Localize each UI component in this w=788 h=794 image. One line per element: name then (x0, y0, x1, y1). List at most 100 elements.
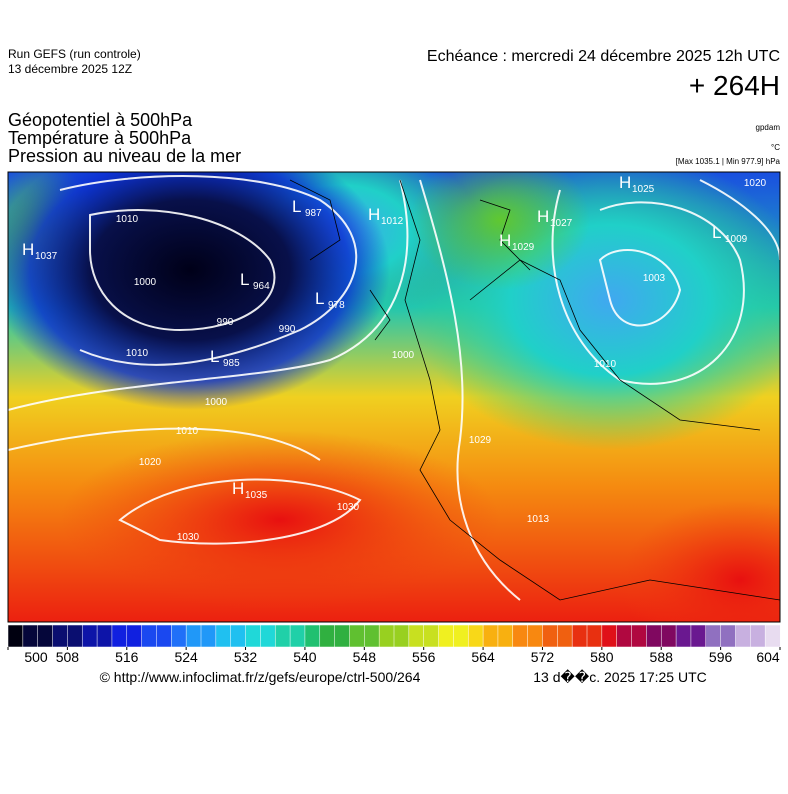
colorbar-swatch (571, 624, 588, 648)
colorbar-swatch (453, 624, 469, 648)
system-kind: L (712, 223, 721, 242)
system-pressure: 1035 (245, 490, 268, 501)
colorbar-swatch (467, 624, 484, 648)
colorbar-swatch (438, 624, 454, 648)
colorbar-swatch (764, 624, 781, 648)
colorbar-swatch (512, 624, 529, 648)
colorbar-swatch (349, 624, 365, 648)
isobar-label: 1010 (126, 348, 149, 359)
isobar-label: 1000 (392, 350, 415, 361)
system-pressure: 1027 (550, 218, 573, 229)
system-kind: L (210, 347, 219, 366)
colorbar-label: 564 (471, 649, 495, 665)
colorbar-label: 532 (234, 649, 258, 665)
system-pressure: 964 (253, 281, 270, 292)
unit-label: gpdam (756, 123, 781, 132)
system-pressure: 1012 (381, 216, 404, 227)
colorbar-swatch (141, 624, 158, 648)
colorbar-swatch (156, 624, 172, 648)
system-pressure: 987 (305, 208, 322, 219)
colorbar-label: 516 (115, 649, 139, 665)
isobar-label: 1013 (527, 514, 550, 525)
colorbar-swatch (705, 624, 722, 648)
colorbar-swatch (720, 624, 737, 648)
colorbar-label: 596 (709, 649, 733, 665)
colorbar-swatch (750, 624, 766, 648)
colorbar-swatch (423, 624, 440, 648)
colorbar-swatch (497, 624, 514, 648)
map-title: Pression au niveau de la mer (8, 146, 241, 166)
isobar-label: 1030 (177, 532, 200, 543)
colorbar-swatch (260, 624, 276, 648)
system-kind: H (232, 479, 244, 498)
colorbar-label: 540 (293, 649, 317, 665)
isobar-label: 1029 (469, 435, 492, 446)
map-frame (7, 171, 781, 623)
map-title: Géopotentiel à 500hPa (8, 110, 193, 130)
colorbar-swatch (616, 624, 633, 648)
colorbar-label: 548 (353, 649, 377, 665)
source-url: © http://www.infoclimat.fr/z/gefs/europe… (100, 669, 421, 685)
colorbar-swatch (631, 624, 647, 648)
isobar-label: 1010 (176, 426, 199, 437)
unit-label: °C (771, 143, 780, 152)
system-pressure: 1037 (35, 251, 58, 262)
system-pressure: 985 (223, 358, 240, 369)
system-kind: H (619, 173, 631, 192)
system-pressure: 1009 (725, 234, 748, 245)
run-date: 13 décembre 2025 12Z (8, 62, 132, 76)
isobar-label: 1020 (139, 457, 162, 468)
system-kind: H (499, 231, 511, 250)
timestamp: 13 d��c. 2025 17:25 UTC (533, 669, 706, 685)
isobar-label: 1020 (744, 178, 767, 189)
colorbar-swatch (601, 624, 618, 648)
colorbar-swatch (690, 624, 707, 648)
colorbar-swatch (542, 624, 558, 648)
colorbar-swatch (378, 624, 395, 648)
colorbar-swatch (334, 624, 351, 648)
system-kind: H (22, 240, 34, 259)
lead-time: + 264H (689, 70, 780, 101)
colorbar-swatch (7, 624, 24, 648)
colorbar-swatch (408, 624, 425, 648)
system-kind: L (292, 197, 301, 216)
system-pressure: 978 (328, 300, 345, 311)
colorbar-swatch (126, 624, 143, 648)
run-name: Run GEFS (run controle) (8, 47, 141, 61)
system-kind: L (315, 289, 324, 308)
colorbar-swatch (364, 624, 380, 648)
colorbar-swatch (586, 624, 603, 648)
colorbar-swatch (171, 624, 187, 648)
map-title: Température à 500hPa (8, 128, 192, 148)
colorbar-swatch (393, 624, 410, 648)
isobar-label: 1003 (643, 273, 666, 284)
isobar-label: 1000 (205, 397, 228, 408)
colorbar-swatch (735, 624, 751, 648)
colorbar-swatch (67, 624, 83, 648)
colorbar-label: 572 (531, 649, 555, 665)
colorbar-swatch (304, 624, 321, 648)
colorbar-swatch (81, 624, 98, 648)
colorbar-swatch (482, 624, 499, 648)
system-kind: L (240, 270, 249, 289)
system-kind: H (537, 207, 549, 226)
isobar-label: 1010 (594, 359, 617, 370)
colorbar-swatch (660, 624, 677, 648)
colorbar-swatch (274, 624, 291, 648)
colorbar-swatch (557, 624, 573, 648)
colorbar-swatch (289, 624, 306, 648)
isobar-label: 990 (217, 317, 234, 328)
colorbar-label: 580 (590, 649, 614, 665)
colorbar-swatch (37, 624, 54, 648)
system-kind: H (368, 205, 380, 224)
isobar-label: 1000 (134, 277, 157, 288)
colorbar-swatch (230, 624, 247, 648)
colorbar-label: 500 (24, 649, 48, 665)
colorbar-swatch (245, 624, 261, 648)
colorbar-swatch (111, 624, 128, 648)
colorbar-swatch (527, 624, 544, 648)
colorbar-swatch (52, 624, 68, 648)
colorbar-label: 604 (756, 649, 780, 665)
